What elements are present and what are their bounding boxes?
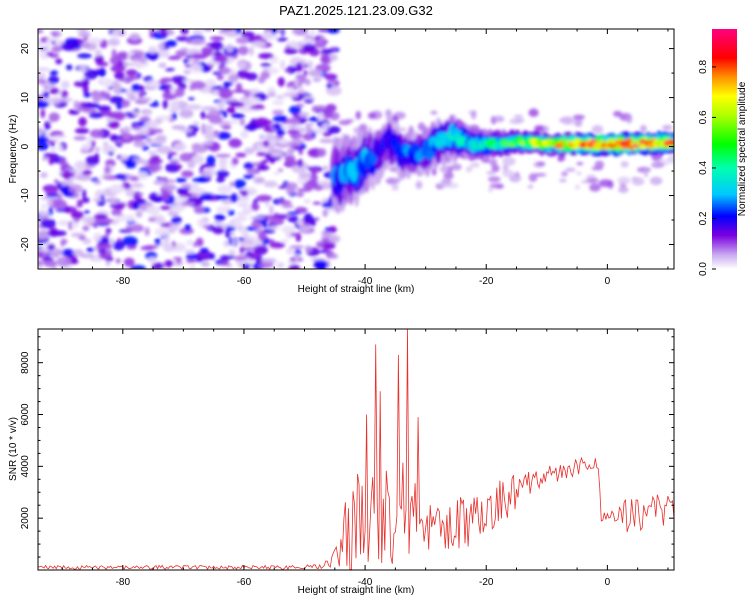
colorbar: 0.0 0.2 0.4 0.6 0.8 Normalized spectral ampl… [698,29,748,276]
snr-y-tick-label: 8000 [20,351,31,374]
snr-panel: -80 -60 -40 -20 0 2000 4000 6000 8000 Height of … [8,328,675,596]
colorbar-tick-label: 0.2 [698,211,709,225]
spectrogram-y-tick-label: -20 [20,237,31,252]
colorbar-label: Normalized spectral amplitude [737,81,748,216]
spectrogram-panel: -80 -60 -40 -20 0 -20 -10 0 10 20 Height of strai… [8,28,675,295]
snr-y-axis-label: SNR (10 * v/v) [8,417,19,481]
colorbar-tick-label: 0.6 [698,110,709,124]
figure-title: PAZ1.2025.121.23.09.G32 [279,3,433,18]
snr-plot-area [38,329,674,570]
spectrogram-x-tick-label: -20 [479,276,494,287]
snr-x-tick-label: 0 [605,577,611,588]
spectrogram-y-tick-label: 10 [20,92,31,104]
spectrogram-y-tick-label: 20 [20,43,31,55]
spectrogram-y-tick-label: -10 [20,188,31,203]
snr-y-tick-label: 4000 [20,455,31,478]
snr-x-tick-label: -60 [237,577,252,588]
spectrogram-y-axis-label: Frequency (Hz) [8,115,19,184]
snr-x-tick-label: -80 [116,577,131,588]
spectrogram-ticks: -80 -60 -40 -20 0 -20 -10 0 10 20 [20,29,674,287]
snr-x-tick-label: -40 [358,577,373,588]
snr-y-tick-label: 6000 [20,403,31,426]
colorbar-ticks: 0.0 0.2 0.4 0.6 0.8 [698,60,716,276]
snr-frame [37,328,675,571]
snr-ticks: -80 -60 -40 -20 0 2000 4000 6000 8000 [20,329,674,588]
spectrogram-x-tick-label: 0 [605,276,611,287]
colorbar-gradient [712,29,737,269]
spectrogram-heatmap [38,29,674,269]
colorbar-tick-label: 0.0 [698,262,709,276]
colorbar-tick-label: 0.8 [698,60,709,74]
spectrogram-x-axis-label: Height of straight line (km) [298,284,415,295]
snr-x-tick-label: -20 [479,577,494,588]
snr-series-line [38,329,674,570]
spectrogram-x-tick-label: -80 [116,276,131,287]
spectrogram-x-tick-label: -60 [237,276,252,287]
colorbar-tick-label: 0.4 [698,161,709,175]
spectrogram-y-tick-label: 0 [20,143,31,149]
snr-y-tick-label: 2000 [20,507,31,530]
spectrogram-x-tick-label: -40 [358,276,373,287]
spectrogram-frame [37,28,675,270]
snr-x-axis-label: Height of straight line (km) [298,585,415,596]
